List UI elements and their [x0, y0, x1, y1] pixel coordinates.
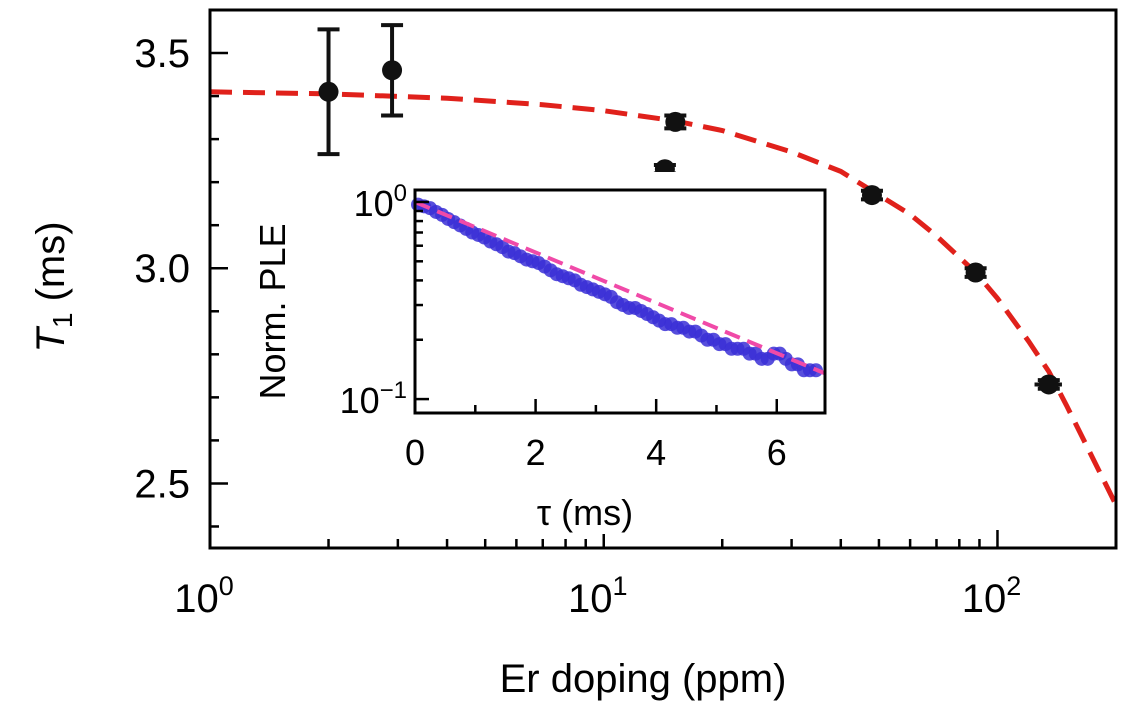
main-data-point: [665, 111, 686, 132]
main-x-tick-label: 102: [962, 571, 1022, 621]
main-y-tick-label: 3.5: [134, 32, 190, 76]
main-data-point: [861, 185, 882, 206]
inset-fit-line: [414, 200, 826, 376]
main-data-point: [318, 81, 339, 102]
main-data-point: [1038, 374, 1059, 395]
main-fit-layer: [209, 89, 1119, 507]
inset-x-axis-label: τ (ms): [537, 492, 633, 533]
main-y-axis: 2.5 3.0 3.5: [134, 32, 228, 528]
inset-fit-layer: [414, 200, 826, 376]
inset-x-tick-label: 6: [767, 432, 787, 473]
inset-x-tick-label: 2: [526, 432, 546, 473]
main-y-axis-symbol: T: [29, 326, 73, 353]
main-data-point: [382, 60, 403, 81]
inset-x-tick-label: 0: [405, 432, 425, 473]
inset-x-axis: 0 2 4 6: [405, 399, 787, 473]
main-y-axis-subscript: 1: [47, 313, 78, 329]
main-y-axis-label: T1 (ms): [29, 221, 78, 352]
main-plot-frame: [208, 8, 1118, 550]
inset-x-tick-label: 4: [646, 432, 666, 473]
main-x-tick-label-base: 10: [174, 577, 219, 621]
inset-y-tick-label-exponent: 0: [394, 180, 407, 207]
inset-y-tick-label-exponent: −1: [380, 377, 407, 404]
inset-y-tick-label: 100: [354, 180, 407, 224]
inset-y-axis-label: Norm. PLE: [252, 223, 293, 399]
main-x-axis-label: Er doping (ppm): [500, 657, 787, 701]
main-x-axis: 100 101 102: [174, 530, 1118, 621]
main-y-tick-label: 2.5: [134, 462, 190, 506]
inset-y-tick-label-base: 10: [354, 183, 394, 224]
main-x-tick-label: 100: [174, 571, 234, 621]
main-x-tick-label-exponent: 1: [612, 571, 627, 601]
main-x-tick-label: 101: [568, 571, 628, 621]
main-x-tick-label-base: 10: [962, 577, 1007, 621]
inset-y-tick-label: 10−1: [340, 377, 407, 421]
inset-plot-frame: [413, 188, 827, 415]
inset-points-layer: [411, 197, 823, 378]
main-x-tick-label-exponent: 0: [219, 571, 234, 601]
main-y-tick-label: 3.0: [134, 247, 190, 291]
main-x-tick-label-exponent: 2: [1006, 571, 1021, 601]
main-data-point: [965, 262, 986, 283]
main-fit-curve: [209, 89, 1119, 507]
inset-y-tick-label-base: 10: [340, 380, 380, 421]
main-y-axis-unit: (ms): [29, 221, 73, 312]
main-x-tick-label-base: 10: [568, 577, 613, 621]
